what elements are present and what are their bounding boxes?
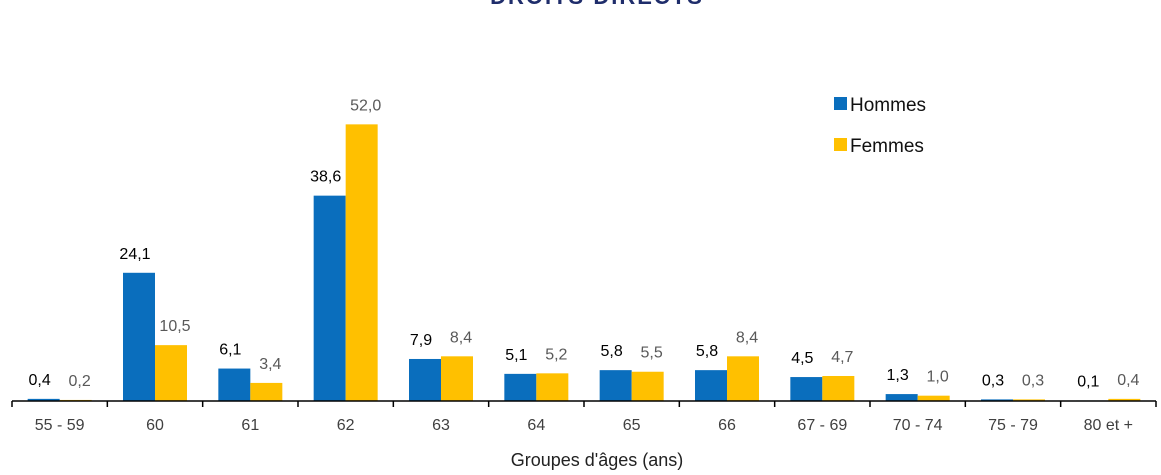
data-label-hommes-5: 5,1 bbox=[505, 347, 527, 364]
data-label-hommes-8: 4,5 bbox=[791, 350, 813, 367]
data-label-hommes-1: 24,1 bbox=[119, 246, 150, 263]
bar-femmes-2 bbox=[250, 382, 283, 401]
x-tick-label: 70 - 74 bbox=[893, 417, 943, 434]
bar-hommes-3 bbox=[313, 195, 346, 401]
data-label-femmes-11: 0,4 bbox=[1117, 372, 1139, 389]
x-tick-label: 60 bbox=[146, 417, 164, 434]
x-tick-label: 75 - 79 bbox=[988, 417, 1038, 434]
data-label-hommes-3: 38,6 bbox=[310, 169, 341, 186]
bar-femmes-1 bbox=[155, 345, 187, 401]
data-label-femmes-1: 10,5 bbox=[159, 318, 190, 335]
bar-hommes-0 bbox=[27, 398, 60, 401]
bar-hommes-9 bbox=[885, 394, 918, 401]
data-label-femmes-6: 5,5 bbox=[641, 345, 663, 362]
data-label-femmes-7: 8,4 bbox=[736, 329, 758, 346]
bar-femmes-11 bbox=[1108, 398, 1141, 401]
x-tick-label: 66 bbox=[718, 417, 736, 434]
data-label-femmes-5: 5,2 bbox=[545, 346, 567, 363]
bars-layer bbox=[27, 124, 1141, 402]
data-label-hommes-0: 0,4 bbox=[29, 372, 51, 389]
bar-femmes-8 bbox=[822, 375, 855, 401]
x-tick-label: 62 bbox=[337, 417, 355, 434]
data-label-hommes-4: 7,9 bbox=[410, 332, 432, 349]
x-tick-label: 80 et + bbox=[1084, 417, 1133, 434]
legend-label-femmes: Femmes bbox=[850, 136, 924, 157]
data-label-femmes-9: 1,0 bbox=[927, 369, 949, 386]
chart-title: DROITS DIRECTS bbox=[490, 0, 704, 9]
data-label-femmes-3: 52,0 bbox=[350, 97, 381, 114]
x-axis-title: Groupes d'âges (ans) bbox=[511, 450, 684, 470]
bar-hommes-10 bbox=[981, 399, 1013, 401]
data-label-hommes-6: 5,8 bbox=[601, 343, 623, 360]
bar-hommes-1 bbox=[123, 272, 155, 401]
bar-hommes-5 bbox=[504, 373, 537, 401]
x-tick-label: 67 - 69 bbox=[797, 417, 847, 434]
data-label-femmes-0: 0,2 bbox=[69, 373, 91, 390]
bar-femmes-9 bbox=[917, 395, 950, 401]
legend: Hommes Femmes bbox=[834, 95, 926, 157]
bar-hommes-6 bbox=[599, 370, 632, 401]
bar-femmes-6 bbox=[631, 371, 664, 401]
bar-hommes-7 bbox=[695, 370, 727, 401]
x-tick-label: 65 bbox=[623, 417, 641, 434]
data-labels-layer: 0,4 0,2 24,1 10,5 6,1 3,4 38,6 52,0 7,9 8,4 5,1 5,2… bbox=[29, 97, 1140, 390]
data-label-femmes-4: 8,4 bbox=[450, 329, 472, 346]
legend-swatch-femmes bbox=[834, 138, 847, 151]
data-label-hommes-2: 6,1 bbox=[219, 342, 241, 359]
x-tick-labels: 55 - 59 60 61 62 63 64 65 66 67 - 69 70 - 74 75 - … bbox=[35, 417, 1133, 434]
legend-label-hommes: Hommes bbox=[850, 95, 926, 116]
data-label-hommes-11: 0,1 bbox=[1077, 373, 1099, 390]
bar-femmes-3 bbox=[345, 124, 378, 402]
bar-femmes-5 bbox=[536, 373, 569, 401]
data-label-hommes-7: 5,8 bbox=[696, 343, 718, 360]
x-tick-label: 64 bbox=[527, 417, 545, 434]
bar-hommes-8 bbox=[790, 377, 823, 401]
data-label-hommes-10: 0,3 bbox=[982, 372, 1004, 389]
bar-hommes-2 bbox=[218, 368, 251, 401]
data-label-femmes-8: 4,7 bbox=[831, 349, 853, 366]
x-tick-label: 55 - 59 bbox=[35, 417, 85, 434]
data-label-femmes-10: 0,3 bbox=[1022, 372, 1044, 389]
bar-femmes-7 bbox=[727, 356, 759, 401]
x-axis bbox=[11, 400, 1157, 407]
bar-femmes-10 bbox=[1013, 399, 1045, 401]
x-tick-label: 61 bbox=[241, 417, 259, 434]
bar-femmes-4 bbox=[441, 356, 473, 401]
data-label-hommes-9: 1,3 bbox=[887, 367, 909, 384]
bar-hommes-4 bbox=[409, 358, 441, 401]
x-tick-label: 63 bbox=[432, 417, 450, 434]
data-label-femmes-2: 3,4 bbox=[259, 356, 281, 373]
legend-swatch-hommes bbox=[834, 97, 847, 110]
